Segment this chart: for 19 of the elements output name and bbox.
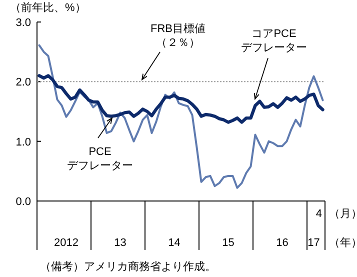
x-tick-label: 2012 <box>54 237 78 249</box>
x-tick-label: 17 <box>308 237 320 249</box>
y-tick-label: 1.0 <box>16 136 31 148</box>
y-tick-label: 0.0 <box>16 196 31 208</box>
y-tick-label: 3.0 <box>16 17 31 29</box>
text: コアPCE デフレーター <box>241 28 307 54</box>
x-tick-label: 15 <box>222 237 234 249</box>
y-tick-label: 2.0 <box>16 76 31 89</box>
text: （備考）アメリカ商務省より作成。 <box>40 260 216 273</box>
x-tick-label: 16 <box>276 237 288 249</box>
x-tick-label: 14 <box>168 237 180 249</box>
x-tick-label: 13 <box>114 237 126 249</box>
x-axis-title: （年） <box>329 237 357 249</box>
y-axis-title: （前年比、%） <box>10 1 86 14</box>
line-series <box>38 74 324 124</box>
text: （月） <box>329 208 357 220</box>
ref-line-label: FRB目標値（２％） <box>150 23 206 49</box>
text: 4 <box>316 208 322 220</box>
series-label: PCE デフレーター <box>67 146 133 172</box>
